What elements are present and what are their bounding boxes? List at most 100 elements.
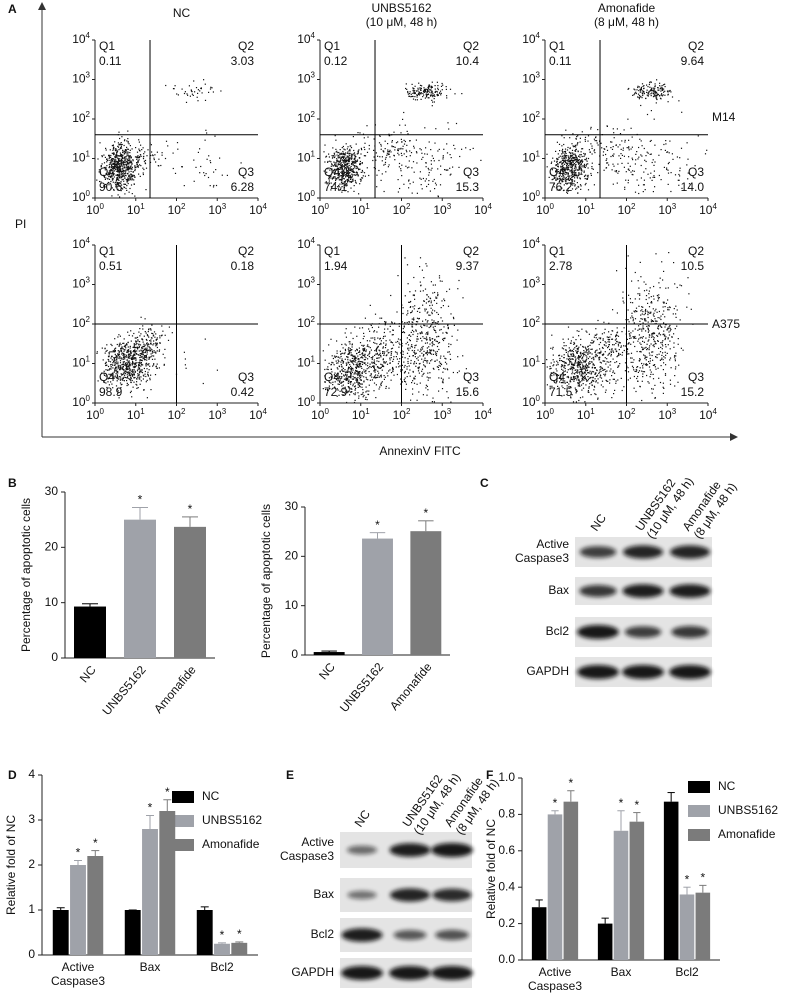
event-dot [438, 341, 441, 344]
event-dot [357, 167, 359, 169]
event-dot [139, 356, 141, 359]
event-dot [387, 328, 389, 330]
event-dot [570, 182, 572, 184]
event-dot [437, 196, 439, 198]
event-dot [571, 162, 573, 164]
event-dot [570, 169, 572, 171]
event-dot [427, 90, 429, 92]
event-dot [115, 156, 117, 159]
event-dot [364, 371, 366, 373]
event-dot [129, 365, 131, 367]
event-dot [645, 160, 647, 163]
event-dot [140, 316, 142, 318]
event-dot [115, 154, 117, 156]
event-dot [654, 176, 656, 178]
event-dot [551, 174, 553, 177]
event-dot [651, 92, 653, 94]
event-dot [393, 374, 395, 376]
event-dot [143, 345, 146, 347]
event-dot [588, 363, 590, 365]
event-dot [584, 175, 586, 177]
event-dot [418, 372, 420, 374]
event-dot [360, 361, 362, 363]
event-dot [424, 88, 427, 90]
event-dot [153, 350, 155, 352]
event-dot [199, 172, 201, 174]
event-dot [418, 318, 420, 320]
event-dot [472, 147, 474, 149]
event-dot [345, 167, 347, 169]
event-dot [345, 176, 347, 178]
event-dot [558, 181, 560, 183]
event-dot [348, 367, 350, 369]
event-dot [130, 184, 133, 186]
event-dot [358, 358, 360, 360]
event-dot [146, 351, 148, 353]
event-dot [440, 173, 442, 176]
event-dot [440, 92, 442, 94]
event-dot [563, 151, 565, 153]
event-dot [113, 174, 115, 176]
event-dot [406, 366, 408, 368]
event-dot [414, 305, 416, 307]
event-dot [144, 351, 146, 354]
event-dot [400, 378, 402, 380]
event-dot [129, 354, 131, 356]
event-dot [128, 363, 131, 365]
event-dot [137, 340, 139, 342]
event-dot [141, 371, 143, 373]
event-dot [140, 144, 142, 146]
event-dot [328, 377, 330, 379]
event-dot [348, 180, 350, 182]
event-dot [349, 171, 351, 174]
event-dot [115, 370, 117, 372]
event-dot [103, 374, 106, 376]
event-dot [122, 160, 124, 162]
event-dot [357, 152, 359, 155]
event-dot [337, 176, 339, 179]
event-dot [360, 374, 362, 376]
event-dot [559, 174, 561, 176]
event-dot [337, 188, 339, 190]
event-dot [630, 148, 632, 150]
event-dot [213, 184, 215, 187]
event-dot [370, 349, 372, 351]
event-dot [606, 162, 608, 164]
quadrant-name: Q1 [549, 39, 565, 53]
event-dot [373, 330, 376, 332]
event-dot [111, 195, 113, 197]
event-dot [431, 342, 433, 344]
event-dot [575, 167, 577, 169]
tick-exp: 4 [487, 407, 492, 416]
event-dot [421, 358, 423, 360]
event-dot [553, 380, 555, 382]
event-dot [610, 155, 612, 158]
event-dot [591, 162, 593, 164]
event-dot [660, 88, 662, 90]
event-dot [624, 186, 626, 188]
event-dot [566, 166, 568, 168]
event-dot [373, 376, 375, 378]
event-dot [411, 346, 413, 348]
event-dot [104, 178, 106, 180]
event-dot [435, 322, 437, 324]
event-dot [585, 384, 587, 386]
event-dot [129, 362, 131, 364]
event-dot [355, 377, 357, 379]
event-dot [122, 379, 124, 381]
event-dot [346, 164, 349, 166]
event-dot [146, 155, 148, 157]
event-dot [570, 162, 572, 164]
event-dot [158, 350, 160, 352]
event-dot [354, 385, 356, 387]
event-dot [120, 376, 122, 378]
event-dot [346, 183, 348, 185]
event-dot [564, 169, 566, 171]
event-dot [362, 389, 364, 391]
event-dot [344, 159, 346, 161]
event-dot [427, 301, 430, 303]
event-dot [112, 387, 114, 389]
event-dot [574, 154, 576, 156]
event-dot [344, 358, 346, 360]
event-dot [380, 383, 382, 385]
